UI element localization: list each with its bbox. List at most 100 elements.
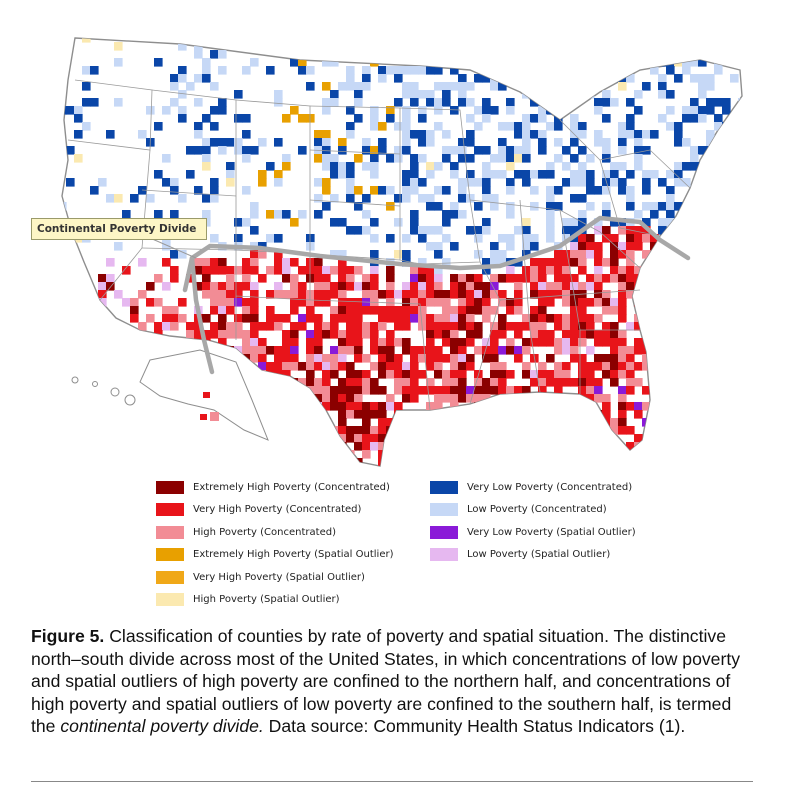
county-cell: [122, 378, 131, 387]
county-cell: [706, 402, 715, 411]
caption-rule: [31, 781, 753, 782]
county-cell: [578, 362, 587, 371]
county-cell: [546, 66, 555, 75]
county-cell: [434, 322, 443, 331]
county-cell: [586, 466, 595, 470]
county-cell: [90, 442, 99, 451]
county-cell: [586, 298, 595, 307]
county-cell: [730, 282, 739, 291]
county-cell: [610, 98, 619, 107]
county-cell: [714, 170, 723, 179]
county-cell: [482, 458, 491, 466]
county-cell: [442, 82, 451, 91]
county-cell: [626, 282, 635, 291]
county-cell: [298, 282, 307, 291]
county-cell: [66, 346, 75, 355]
county-cell: [170, 458, 179, 466]
county-cell: [674, 130, 683, 139]
county-cell: [330, 450, 339, 459]
county-cell: [610, 306, 619, 315]
county-cell: [666, 42, 675, 51]
county-cell: [490, 442, 499, 451]
county-cell: [490, 274, 499, 283]
county-cell: [666, 386, 675, 395]
legend-item: Very High Poverty (Concentrated): [156, 499, 393, 522]
county-cell: [218, 458, 227, 466]
county-cell: [610, 338, 619, 347]
county-cell: [530, 450, 539, 459]
county-cell: [186, 170, 195, 179]
county-cell: [714, 354, 723, 363]
county-cell: [562, 290, 571, 299]
county-cell: [642, 250, 651, 259]
county-cell: [258, 402, 267, 411]
county-cell: [570, 226, 579, 235]
county-cell: [474, 290, 483, 299]
county-cell: [674, 170, 683, 179]
county-cell: [114, 194, 123, 203]
county-cell: [162, 178, 171, 187]
county-cell: [338, 82, 347, 91]
county-cell: [90, 298, 99, 307]
county-cell: [482, 402, 491, 411]
county-cell: [626, 74, 635, 83]
county-cell: [730, 314, 739, 323]
county-cell: [314, 154, 323, 163]
county-cell: [242, 314, 251, 323]
county-cell: [706, 74, 715, 83]
county-cell: [466, 354, 475, 363]
county-cell: [634, 234, 643, 243]
county-cell: [650, 170, 659, 179]
county-cell: [666, 306, 675, 315]
county-cell: [554, 154, 563, 163]
county-cell: [282, 346, 291, 355]
county-cell: [442, 442, 451, 451]
county-cell: [586, 82, 595, 91]
county-cell: [650, 298, 659, 307]
county-cell: [666, 122, 675, 131]
county-cell: [394, 250, 403, 259]
county-cell: [306, 38, 315, 43]
county-cell: [322, 178, 331, 187]
county-cell: [490, 354, 499, 363]
county-cell: [474, 178, 483, 187]
county-cell: [586, 370, 595, 379]
county-cell: [450, 330, 459, 339]
county-cell: [442, 458, 451, 466]
county-cell: [410, 306, 419, 315]
county-cell: [594, 242, 603, 251]
county-cell: [602, 290, 611, 299]
county-cell: [410, 162, 419, 171]
county-cell: [618, 282, 627, 291]
county-cell: [306, 338, 315, 347]
county-cell: [258, 362, 267, 371]
county-cell: [530, 242, 539, 251]
county-cell: [450, 394, 459, 403]
county-cell: [570, 378, 579, 387]
county-cell: [738, 346, 742, 355]
county-cell: [722, 106, 731, 115]
county-cell: [650, 66, 659, 75]
county-cell: [250, 466, 259, 470]
county-cell: [274, 138, 283, 147]
county-cell: [314, 386, 323, 395]
county-cell: [362, 146, 371, 155]
county-cell: [298, 410, 307, 419]
county-cell: [746, 370, 755, 379]
county-cell: [730, 378, 739, 387]
county-cell: [314, 266, 323, 275]
county-cell: [690, 274, 699, 283]
county-cell: [282, 330, 291, 339]
county-cell: [338, 338, 347, 347]
county-cell: [442, 58, 451, 67]
county-cell: [242, 146, 251, 155]
county-cell: [730, 450, 739, 459]
county-cell: [562, 298, 571, 307]
legend-item: High Poverty (Spatial Outlier): [156, 589, 393, 612]
county-cell: [658, 226, 667, 235]
county-cell: [394, 442, 403, 451]
county-cell: [738, 338, 742, 347]
county-cell: [482, 290, 491, 299]
county-cell: [698, 322, 707, 331]
county-cell: [258, 450, 267, 459]
